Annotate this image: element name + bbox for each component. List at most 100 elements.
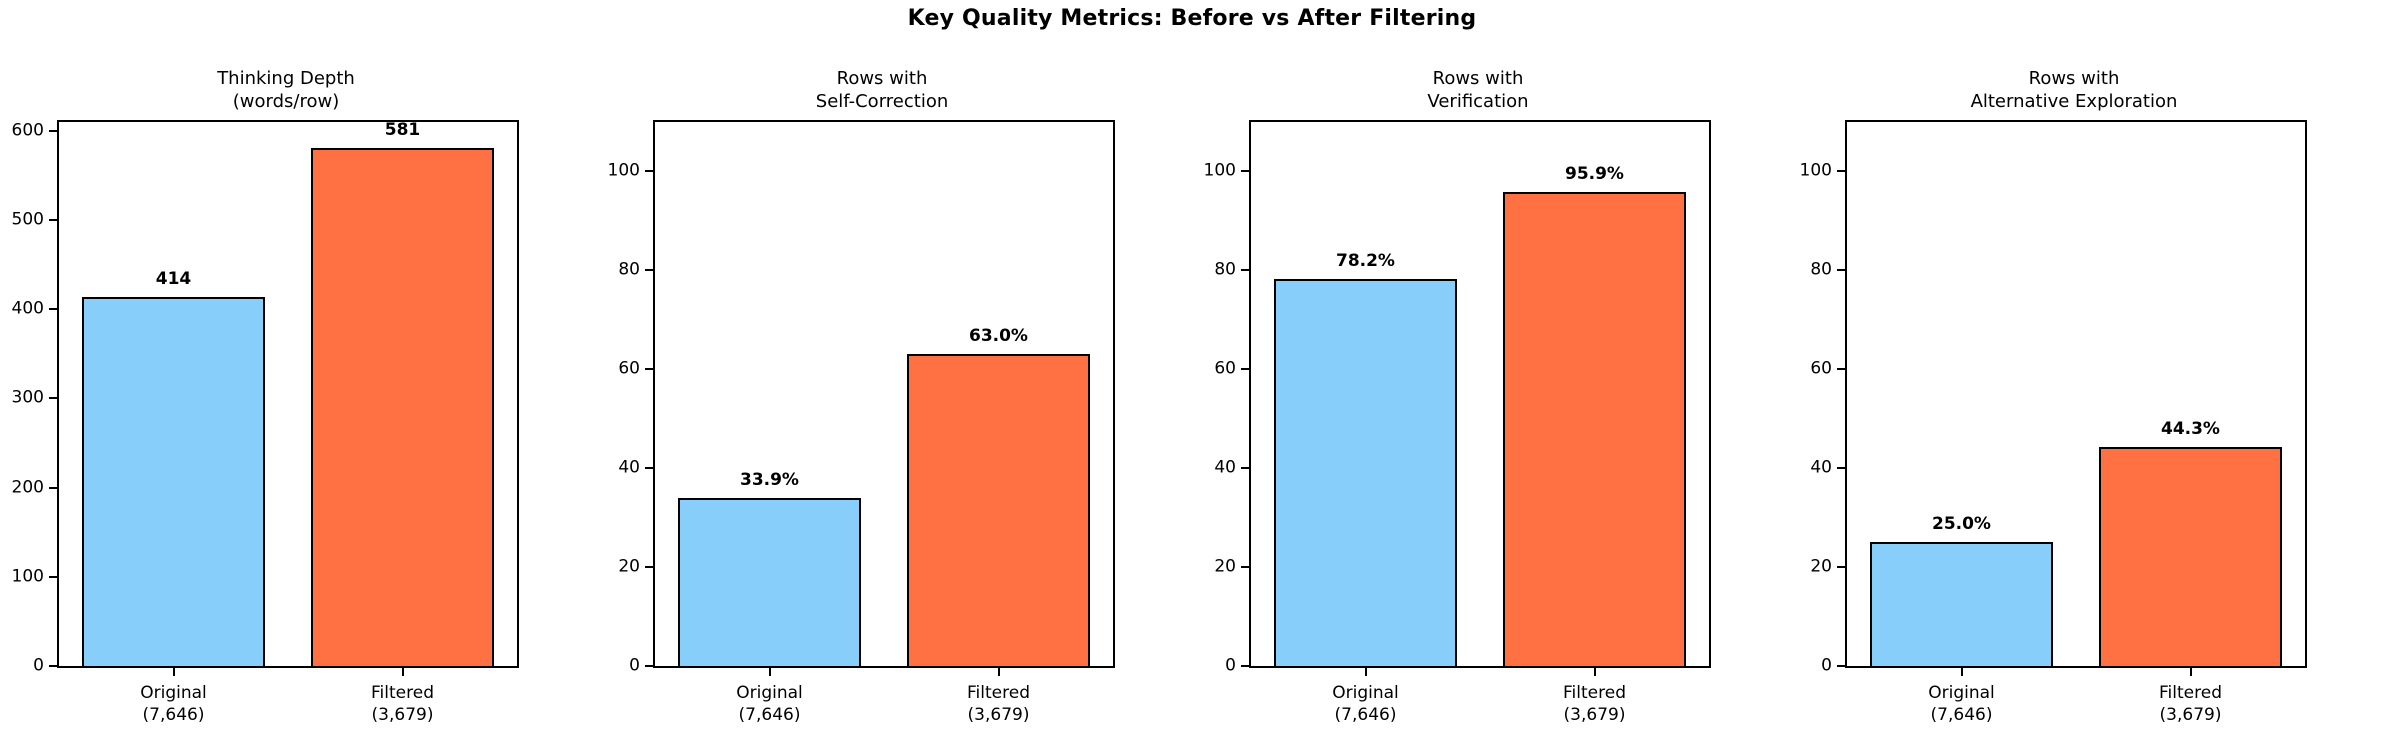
x-tick-mark [768,668,771,676]
bar-value-label: 33.9% [739,470,799,491]
y-tick-mark [645,467,653,470]
subplot-panel-3: Rows with Verification 0 20 40 60 80 100 78.2% O… [1192,0,1788,740]
y-tick-mark [49,308,57,311]
y-tick-mark [1241,665,1249,667]
bar-filtered [906,354,1091,666]
x-tick-label-line: (7,646) [1334,705,1397,726]
subplot-title: Thinking Depth (words/row) [57,67,515,115]
subplot-title: Rows with Verification [1249,67,1707,115]
y-tick-mark [49,665,57,667]
subplot-title: Rows with Alternative Exploration [1845,67,2303,115]
y-tick-mark [645,170,653,173]
y-tick-mark [1837,467,1845,470]
y-tick-mark [49,575,57,578]
x-tick-label-filtered: Filtered (3,679) [1563,682,1626,727]
bar-original [1869,542,2054,666]
y-tick-label: 80 [618,259,640,280]
y-tick-mark [1837,269,1845,272]
bar-value-label: 78.2% [1335,251,1395,272]
x-tick-label-line: Original [736,683,803,703]
y-tick-mark [645,566,653,569]
x-tick-label-line: (3,679) [1563,705,1626,726]
y-tick-label: 500 [11,209,44,230]
x-tick-label-original: Original (7,646) [1928,682,1995,727]
bar-filtered [1502,191,1687,666]
y-tick-label: 80 [1810,259,1832,280]
x-tick-label-filtered: Filtered (3,679) [371,682,434,727]
bar-original [81,296,266,666]
y-tick-mark [1837,170,1845,173]
bar-value-label: 25.0% [1931,514,1991,535]
x-tick-label-original: Original (7,646) [1332,682,1399,727]
x-tick-mark [2189,668,2192,676]
y-tick-mark [1837,665,1845,667]
y-tick-mark [645,368,653,371]
x-tick-label-original: Original (7,646) [736,682,803,727]
y-tick-label: 20 [618,556,640,577]
subplot-panel-2: Rows with Self-Correction 0 20 40 60 80 100 33.… [596,0,1192,740]
x-tick-label-line: Filtered [1563,683,1626,703]
y-tick-label: 0 [629,655,640,676]
y-tick-mark [49,397,57,400]
bar-original [677,498,862,666]
subplot-title-line: Rows with [1432,67,1524,89]
bar-value-label: 44.3% [2160,418,2220,439]
y-tick-label: 40 [1214,457,1236,478]
x-tick-label-line: (7,646) [1930,705,1993,726]
axes: 0 20 40 60 80 100 78.2% Original (7,646) 95.9% Fil… [1204,120,1711,725]
y-tick-label: 400 [11,298,44,319]
x-tick-label-line: (3,679) [371,705,434,726]
y-tick-mark [645,665,653,667]
y-tick-label: 100 [607,160,640,181]
y-tick-label: 60 [1810,358,1832,379]
subplot-title: Rows with Self-Correction [653,67,1111,115]
bar-filtered [310,147,495,666]
x-tick-label-line: Filtered [371,683,434,703]
y-tick-label: 100 [1203,160,1236,181]
x-tick-mark [401,668,404,676]
y-tick-mark [1241,269,1249,272]
x-tick-label-line: (7,646) [738,705,801,726]
subplot-panel-4: Rows with Alternative Exploration 0 20 40 60… [1788,0,2384,740]
x-tick-label-line: (7,646) [142,705,205,726]
bar-original [1273,279,1458,666]
x-tick-label-line: Original [1928,683,1995,703]
y-tick-label: 80 [1214,259,1236,280]
bar-filtered [2098,446,2283,666]
y-tick-mark [1241,368,1249,371]
x-tick-label-line: Filtered [967,683,1030,703]
x-tick-mark [1593,668,1596,676]
y-tick-mark [49,219,57,222]
y-tick-label: 200 [11,477,44,498]
y-tick-mark [1241,566,1249,569]
y-tick-label: 0 [1821,655,1832,676]
x-tick-label-line: (3,679) [2159,705,2222,726]
x-tick-label-line: Original [140,683,207,703]
x-tick-label-line: Filtered [2159,683,2222,703]
bar-value-label: 63.0% [968,326,1028,347]
x-tick-label-line: (3,679) [967,705,1030,726]
x-tick-label-filtered: Filtered (3,679) [967,682,1030,727]
y-tick-mark [645,269,653,272]
x-tick-label-line: Original [1332,683,1399,703]
x-tick-mark [172,668,175,676]
subplot-title-line: Thinking Depth [217,67,355,89]
subplot-title-line: Rows with [836,67,928,89]
axes: 0 100 200 300 400 500 600 414 Original (7,646) 581… [12,120,519,725]
y-tick-label: 40 [618,457,640,478]
subplot-title-line: (words/row) [232,91,340,113]
y-tick-label: 40 [1810,457,1832,478]
y-tick-label: 20 [1214,556,1236,577]
y-tick-label: 60 [618,358,640,379]
subplot-title-line: Rows with [2028,67,2120,89]
subplot-title-line: Self-Correction [815,91,949,113]
y-tick-mark [1837,368,1845,371]
x-tick-label-filtered: Filtered (3,679) [2159,682,2222,727]
axes: 0 20 40 60 80 100 25.0% Original (7,646) 44.3% Fil… [1800,120,2307,725]
y-tick-label: 100 [1799,160,1832,181]
bar-value-label: 95.9% [1564,163,1624,184]
y-tick-mark [49,129,57,132]
y-tick-label: 20 [1810,556,1832,577]
